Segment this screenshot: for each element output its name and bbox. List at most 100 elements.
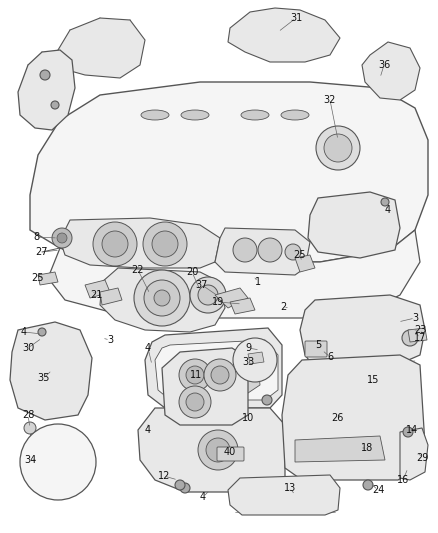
Text: 4: 4 (21, 327, 27, 337)
FancyBboxPatch shape (217, 447, 244, 461)
Text: 4: 4 (145, 425, 151, 435)
Text: 11: 11 (190, 370, 202, 380)
Text: 6: 6 (327, 352, 333, 362)
Polygon shape (362, 42, 420, 100)
Text: 1: 1 (255, 277, 261, 287)
Circle shape (186, 366, 204, 384)
Circle shape (324, 134, 352, 162)
Text: 40: 40 (224, 447, 236, 457)
Polygon shape (145, 328, 282, 408)
Ellipse shape (241, 110, 269, 120)
Circle shape (93, 222, 137, 266)
Text: 8: 8 (33, 232, 39, 242)
Text: 29: 29 (416, 453, 428, 463)
Circle shape (316, 126, 360, 170)
Polygon shape (300, 295, 425, 368)
Polygon shape (215, 228, 310, 275)
Text: 4: 4 (200, 492, 206, 502)
Polygon shape (85, 280, 110, 298)
Text: 2: 2 (280, 302, 286, 312)
Text: 37: 37 (196, 280, 208, 290)
Circle shape (262, 395, 272, 405)
Circle shape (102, 231, 128, 257)
Text: 26: 26 (331, 413, 343, 423)
Circle shape (198, 285, 218, 305)
Circle shape (20, 424, 96, 500)
Text: 28: 28 (22, 410, 34, 420)
Circle shape (233, 338, 277, 382)
Circle shape (143, 222, 187, 266)
Text: 16: 16 (397, 475, 409, 485)
Circle shape (175, 480, 185, 490)
Text: 25: 25 (32, 273, 44, 283)
Polygon shape (228, 475, 340, 515)
Text: 30: 30 (22, 343, 34, 353)
Text: 17: 17 (414, 333, 426, 343)
Text: 12: 12 (158, 471, 170, 481)
Circle shape (179, 386, 211, 418)
Ellipse shape (181, 110, 209, 120)
Circle shape (154, 290, 170, 306)
Polygon shape (162, 348, 248, 425)
Circle shape (206, 438, 230, 462)
Text: 21: 21 (90, 290, 102, 300)
Text: 33: 33 (242, 357, 254, 367)
Circle shape (134, 270, 190, 326)
Text: 19: 19 (212, 297, 224, 307)
Circle shape (144, 280, 180, 316)
Polygon shape (100, 288, 122, 305)
Polygon shape (155, 340, 278, 400)
Polygon shape (100, 268, 225, 332)
Circle shape (381, 198, 389, 206)
Polygon shape (168, 352, 260, 395)
Circle shape (24, 422, 36, 434)
Circle shape (186, 393, 204, 411)
Polygon shape (38, 272, 58, 285)
Text: 24: 24 (372, 485, 384, 495)
Text: 27: 27 (36, 247, 48, 257)
Circle shape (403, 427, 413, 437)
Circle shape (51, 101, 59, 109)
Text: 32: 32 (324, 95, 336, 105)
Circle shape (211, 366, 229, 384)
Text: 31: 31 (290, 13, 302, 23)
Text: 3: 3 (412, 313, 418, 323)
Circle shape (258, 238, 282, 262)
Text: 36: 36 (378, 60, 390, 70)
Circle shape (152, 231, 178, 257)
Polygon shape (248, 352, 264, 364)
Polygon shape (400, 428, 428, 480)
Text: 10: 10 (242, 413, 254, 423)
Text: 9: 9 (245, 343, 251, 353)
Circle shape (198, 430, 238, 470)
Text: 22: 22 (132, 265, 144, 275)
Polygon shape (138, 408, 285, 492)
Polygon shape (215, 288, 248, 308)
Circle shape (190, 277, 226, 313)
Circle shape (402, 330, 418, 346)
Text: 3: 3 (107, 335, 113, 345)
Circle shape (180, 483, 190, 493)
Polygon shape (295, 436, 385, 462)
Circle shape (40, 70, 50, 80)
Polygon shape (282, 355, 425, 480)
Text: 4: 4 (385, 205, 391, 215)
Text: 25: 25 (294, 250, 306, 260)
Polygon shape (408, 328, 427, 342)
Polygon shape (10, 322, 92, 420)
Polygon shape (295, 255, 315, 272)
Text: 23: 23 (414, 325, 426, 335)
Text: 35: 35 (38, 373, 50, 383)
Text: 15: 15 (367, 375, 379, 385)
Text: 13: 13 (284, 483, 296, 493)
Text: 20: 20 (186, 267, 198, 277)
Polygon shape (228, 8, 340, 62)
Text: 5: 5 (315, 340, 321, 350)
Polygon shape (230, 298, 255, 314)
Text: 34: 34 (24, 455, 36, 465)
Circle shape (204, 359, 236, 391)
Text: 4: 4 (145, 343, 151, 353)
Circle shape (285, 244, 301, 260)
Polygon shape (18, 50, 75, 130)
Circle shape (363, 480, 373, 490)
